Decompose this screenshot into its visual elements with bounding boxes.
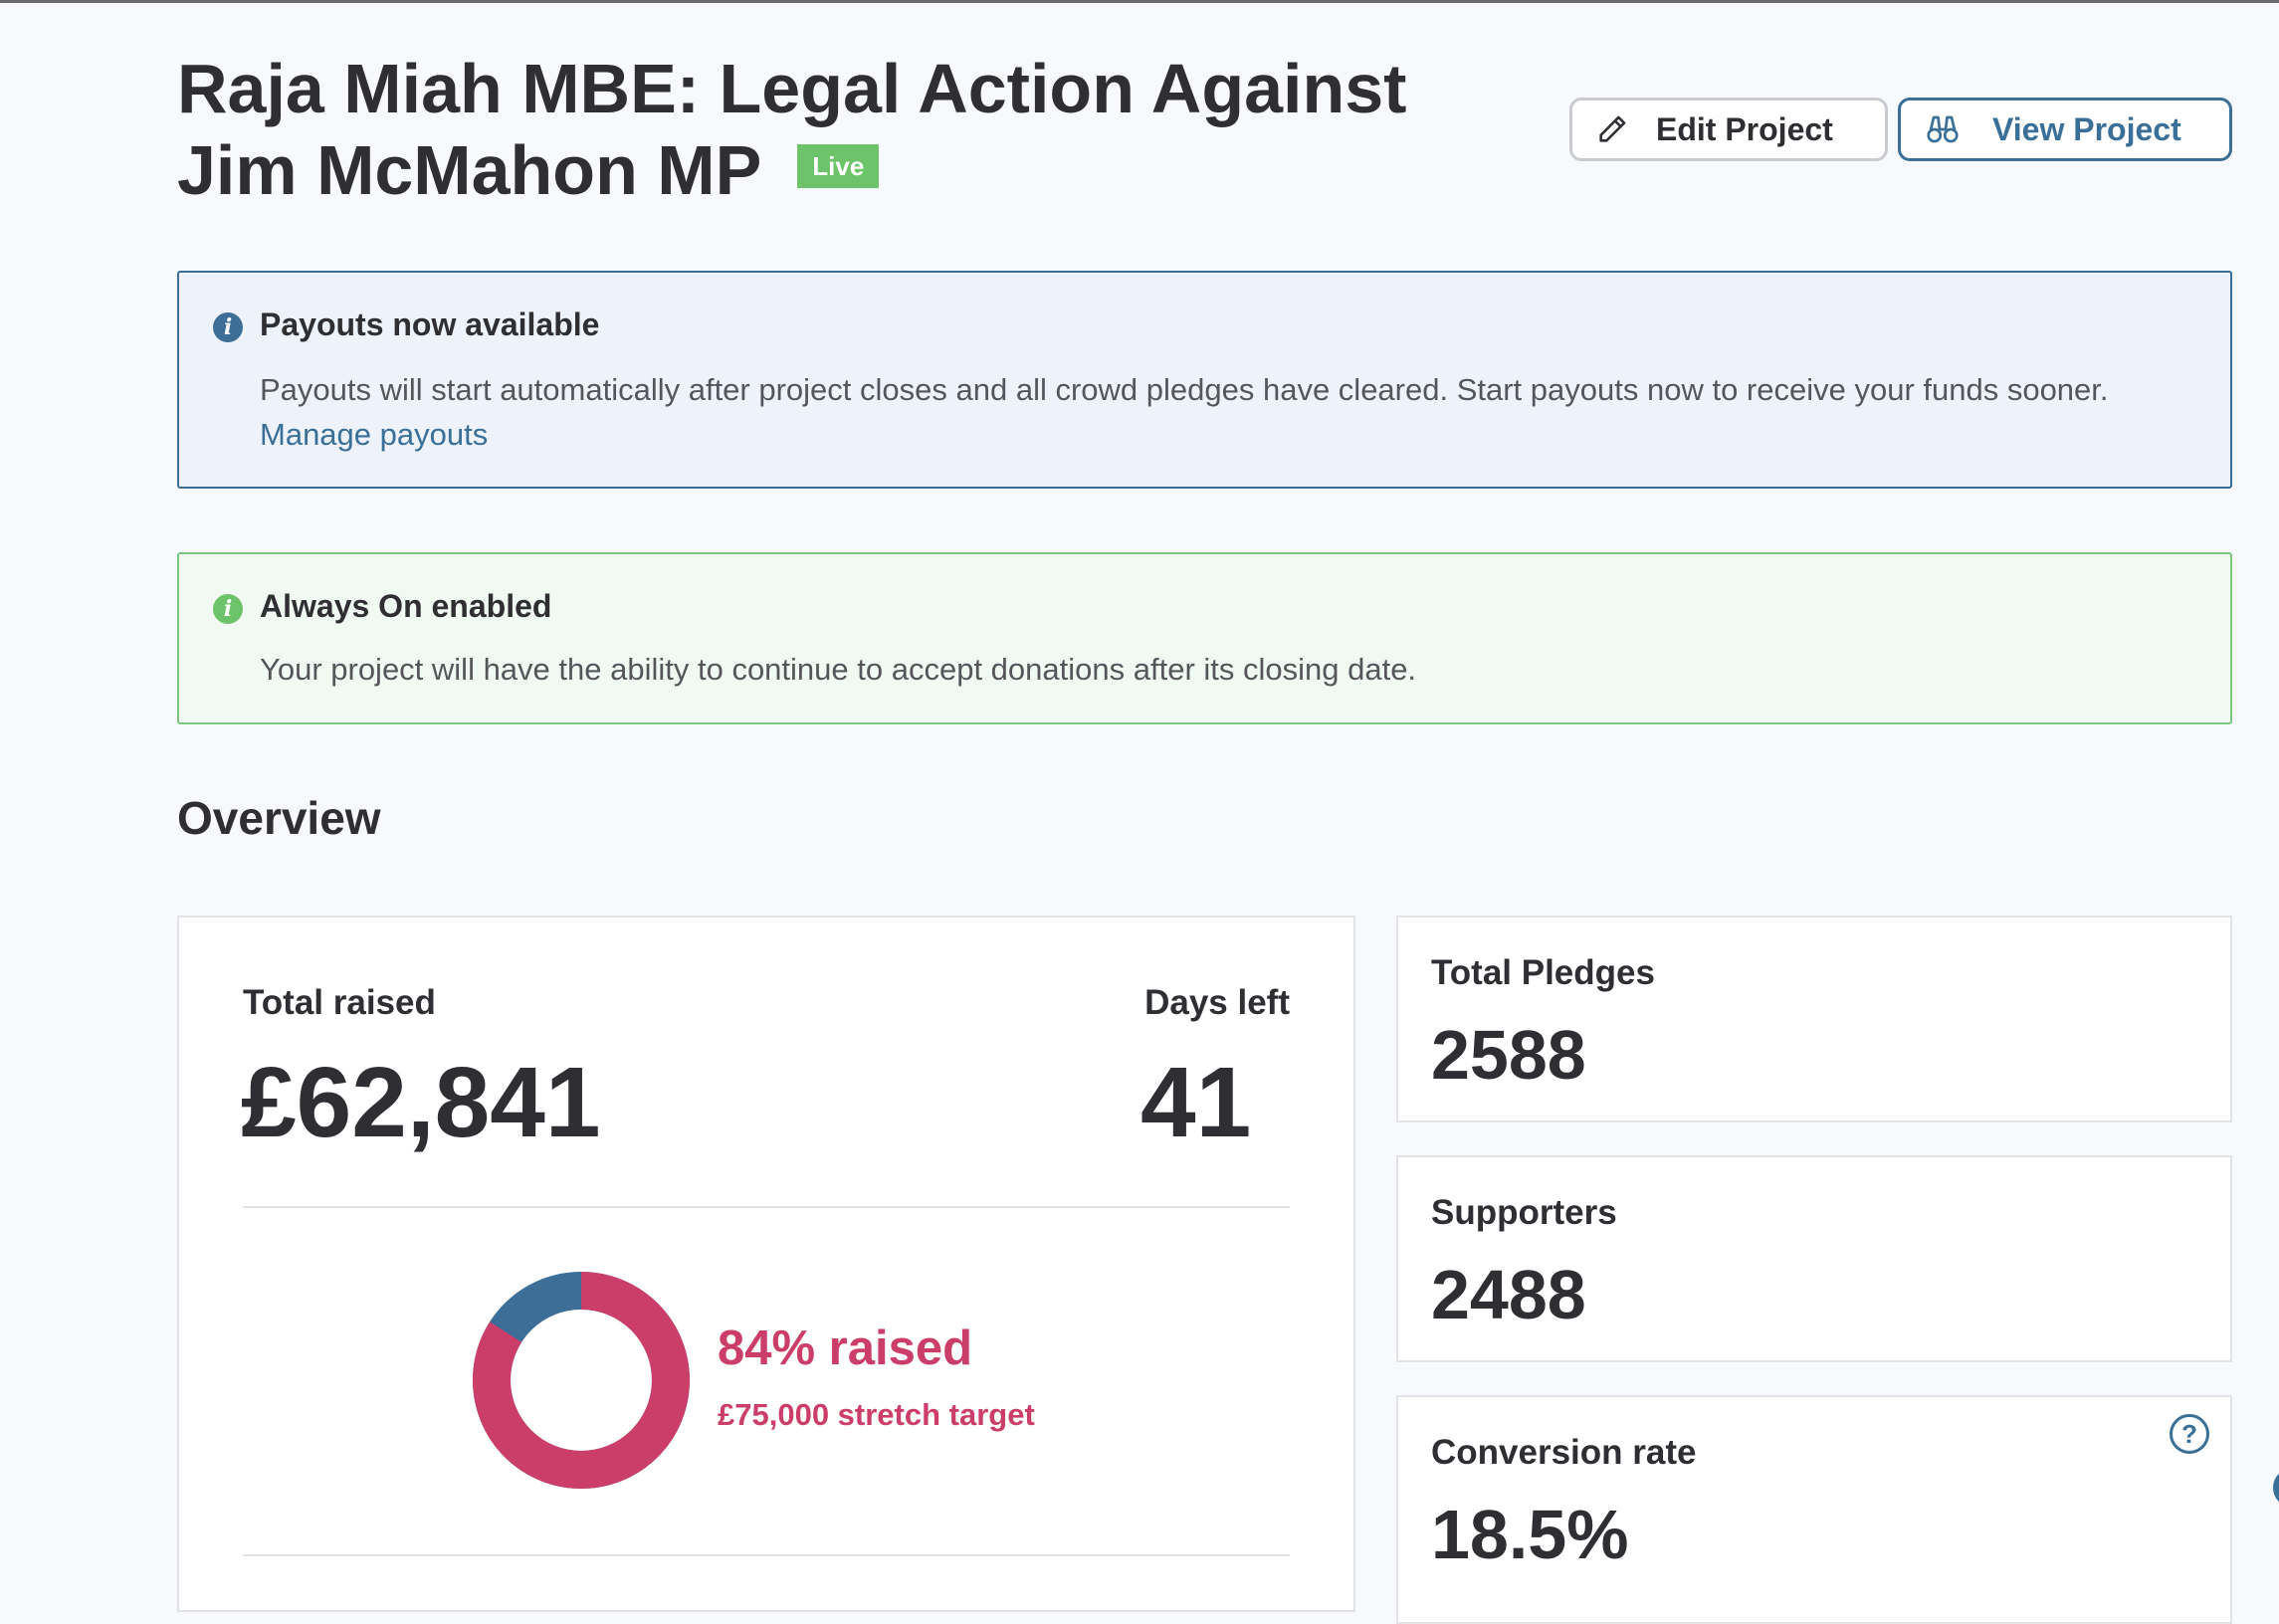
funding-summary-card: Total raised £62,841 Days left 41 84% ra…: [177, 915, 1355, 1612]
progress-donut-chart: [473, 1272, 690, 1489]
always-on-alert-title: Always On enabled: [260, 588, 552, 624]
summary-divider: [243, 1206, 1290, 1208]
conversion-rate-value: 18.5%: [1431, 1496, 1629, 1573]
stretch-target: £75,000 stretch target: [718, 1397, 1035, 1432]
payouts-alert: i Payouts now available Payouts will sta…: [177, 271, 2232, 489]
info-icon: i: [213, 594, 243, 624]
edit-project-button[interactable]: Edit Project: [1569, 98, 1888, 161]
overview-heading: Overview: [177, 792, 381, 844]
total-raised-value: £62,841: [241, 1047, 601, 1158]
pencil-icon: [1592, 109, 1632, 149]
view-project-label: View Project: [1992, 110, 2181, 147]
manage-payouts-link[interactable]: Manage payouts: [260, 417, 489, 452]
supporters-card: Supporters 2488: [1396, 1155, 2232, 1362]
days-left-value: 41: [1140, 1047, 1252, 1158]
question-mark-icon[interactable]: ?: [2170, 1414, 2209, 1454]
window-top-border: [0, 0, 2279, 3]
binoculars-icon: [1923, 109, 1963, 149]
payouts-alert-body: Payouts will start automatically after p…: [260, 367, 2180, 457]
donut-raised-arc: [473, 1272, 690, 1489]
view-project-button[interactable]: View Project: [1898, 98, 2232, 161]
payouts-alert-title: Payouts now available: [260, 306, 600, 342]
summary-divider-bottom: [243, 1554, 1290, 1556]
project-title: Raja Miah MBE: Legal Action Against Jim …: [177, 50, 1407, 209]
always-on-alert: i Always On enabled Your project will ha…: [177, 552, 2232, 724]
conversion-rate-label: Conversion rate: [1431, 1433, 1697, 1472]
total-pledges-card: Total Pledges 2588: [1396, 915, 2232, 1122]
payouts-alert-text: Payouts will start automatically after p…: [260, 372, 2109, 407]
edit-project-label: Edit Project: [1656, 110, 1833, 147]
conversion-rate-card: Conversion rate 18.5% ?: [1396, 1395, 2232, 1624]
status-badge: Live: [797, 143, 880, 188]
total-pledges-value: 2588: [1431, 1016, 1586, 1094]
supporters-value: 2488: [1431, 1256, 1586, 1333]
total-raised-label: Total raised: [243, 983, 436, 1022]
always-on-alert-body: Your project will have the ability to co…: [260, 652, 1417, 687]
page-title: Raja Miah MBE: Legal Action Against Jim …: [177, 48, 1521, 211]
supporters-label: Supporters: [1431, 1193, 1617, 1232]
chat-launcher-button[interactable]: [2273, 1468, 2279, 1508]
days-left-label: Days left: [1144, 983, 1290, 1022]
percent-raised: 84% raised: [718, 1321, 973, 1375]
info-icon: i: [213, 312, 243, 342]
total-pledges-label: Total Pledges: [1431, 953, 1655, 992]
